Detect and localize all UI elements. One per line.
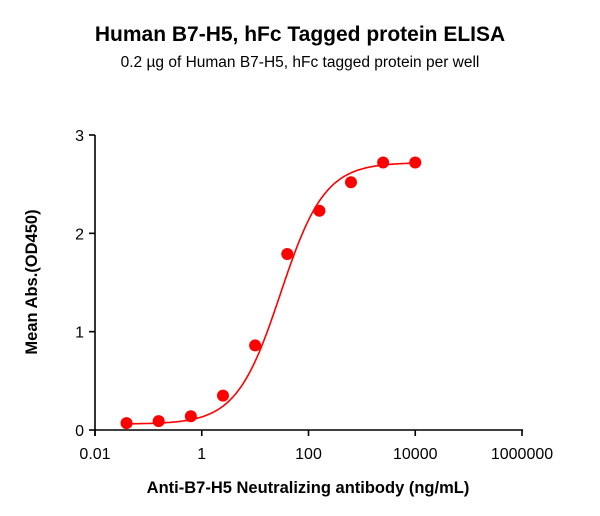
y-axis-title: Mean Abs.(OD450): [23, 209, 41, 354]
x-tick-label: 100: [295, 446, 322, 463]
data-point: [377, 156, 390, 169]
x-tick-label: 1000000: [491, 446, 553, 463]
chart-title: Human B7-H5, hFc Tagged protein ELISA: [94, 23, 506, 46]
y-tick-label: 2: [75, 226, 84, 243]
data-points: [120, 156, 422, 430]
data-point: [184, 410, 197, 423]
data-point: [344, 176, 357, 189]
data-point: [281, 247, 294, 260]
data-point: [216, 389, 229, 402]
x-tick-label: 0.01: [79, 446, 110, 463]
data-point: [313, 204, 326, 217]
x-axis-title: Anti-B7-H5 Neutralizing antibody (ng/mL): [147, 479, 470, 497]
data-point: [249, 339, 262, 352]
chart-subtitle: 0.2 µg of Human B7-H5, hFc tagged protei…: [120, 54, 480, 71]
fit-curve: [126, 162, 416, 425]
y-tick-label: 0: [75, 423, 84, 440]
axes: 0 1 2 3 0.01 1 100 10000 1000000: [75, 128, 553, 463]
x-tick-label: 1: [197, 446, 206, 463]
y-tick-label: 1: [75, 325, 84, 342]
y-tick-label: 3: [75, 128, 84, 145]
data-point: [120, 417, 133, 430]
x-tick-label: 10000: [393, 446, 438, 463]
data-point: [152, 415, 165, 428]
data-point: [409, 156, 422, 169]
